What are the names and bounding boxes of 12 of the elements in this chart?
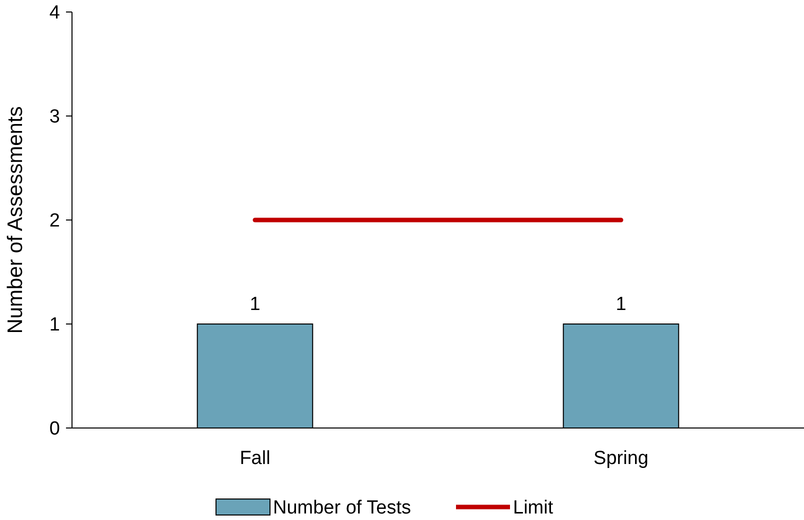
x-tick-label: Spring: [594, 448, 648, 469]
y-tick-label: 0: [49, 418, 60, 440]
y-tick-label: 2: [49, 210, 60, 232]
y-tick-label: 3: [49, 106, 60, 128]
y-tick-label: 4: [49, 2, 60, 24]
legend-label: Limit: [513, 498, 554, 519]
data-label: 1: [616, 294, 626, 315]
y-tick-label: 1: [49, 314, 60, 336]
legend-label: Number of Tests: [273, 498, 411, 519]
data-label: 1: [250, 294, 260, 315]
y-axis-title: Number of Assessments: [4, 106, 27, 334]
x-tick-label: Fall: [240, 448, 270, 469]
